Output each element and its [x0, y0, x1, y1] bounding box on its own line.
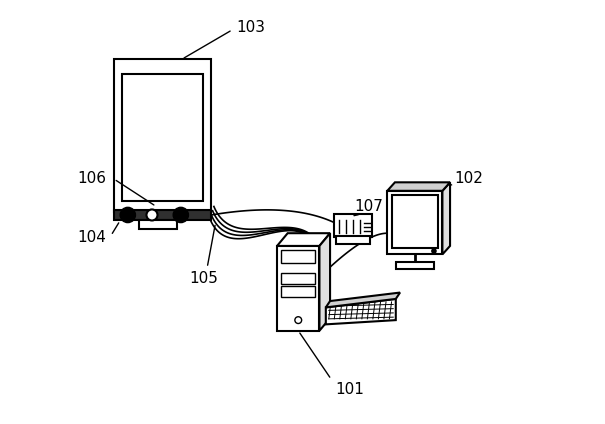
FancyBboxPatch shape [391, 195, 438, 248]
FancyBboxPatch shape [114, 59, 211, 212]
Circle shape [295, 317, 302, 324]
Text: 106: 106 [77, 171, 106, 187]
FancyBboxPatch shape [336, 236, 370, 244]
Text: 105: 105 [190, 271, 218, 286]
Circle shape [201, 212, 207, 218]
Circle shape [432, 249, 436, 253]
FancyBboxPatch shape [277, 246, 319, 331]
Circle shape [120, 207, 136, 223]
Polygon shape [387, 182, 450, 191]
Polygon shape [326, 299, 396, 324]
FancyBboxPatch shape [396, 262, 434, 269]
FancyBboxPatch shape [335, 214, 373, 237]
FancyBboxPatch shape [139, 220, 177, 229]
FancyBboxPatch shape [281, 250, 315, 263]
FancyBboxPatch shape [114, 210, 211, 220]
Text: 104: 104 [77, 230, 106, 245]
Circle shape [146, 209, 157, 220]
FancyBboxPatch shape [281, 286, 315, 297]
Polygon shape [442, 182, 450, 254]
Text: 103: 103 [237, 20, 266, 35]
FancyBboxPatch shape [281, 273, 315, 284]
Polygon shape [326, 293, 400, 307]
Polygon shape [277, 233, 330, 246]
Polygon shape [319, 233, 330, 331]
Circle shape [173, 207, 188, 223]
Text: 102: 102 [454, 171, 483, 186]
Text: 101: 101 [336, 382, 364, 397]
FancyBboxPatch shape [387, 191, 442, 254]
Text: 107: 107 [355, 199, 383, 214]
FancyBboxPatch shape [122, 74, 203, 201]
